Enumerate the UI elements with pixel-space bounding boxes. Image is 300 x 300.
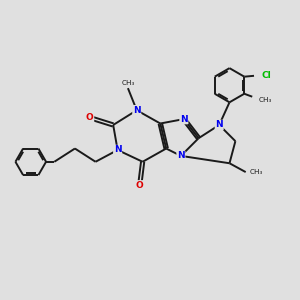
Text: CH₃: CH₃ [121,80,135,86]
Text: N: N [180,115,188,124]
Text: N: N [133,106,141,115]
Text: Cl: Cl [261,71,271,80]
Text: O: O [86,113,94,122]
Text: O: O [136,181,144,190]
Text: N: N [215,121,223,130]
Text: CH₃: CH₃ [258,97,272,103]
Text: N: N [114,146,122,154]
Text: N: N [177,152,185,160]
Text: CH₃: CH₃ [249,169,262,175]
